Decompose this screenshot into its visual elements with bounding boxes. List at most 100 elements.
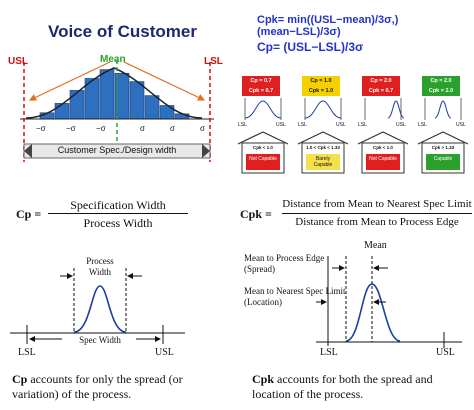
house-roof: [357, 131, 409, 145]
mini-usl-label: USL: [276, 122, 286, 128]
cp-curve: [73, 285, 127, 333]
cpk-curve: [345, 283, 401, 342]
cp-caption: Cp accounts for only the spread (or vari…: [12, 372, 222, 402]
house-status-label: Capable: [433, 156, 453, 162]
house-range-label: Cpk > 1.33: [431, 145, 455, 150]
histogram-bar: [69, 90, 85, 120]
house-status-fill: [426, 154, 460, 170]
cpk-numerator: Distance from Mean to Nearest Spec Limit: [282, 198, 472, 210]
sigma-label: σ: [200, 124, 205, 133]
badge-cpk-value: Cpk = 2.0: [428, 88, 454, 94]
mini-lsl-label: LSL: [238, 122, 247, 128]
mini-lsl-label: LSL: [418, 122, 427, 128]
sigma-label: σ: [140, 124, 145, 133]
cpk-label: Cpk =: [240, 207, 272, 221]
badge-cp-value: Cp = 2.0: [430, 78, 452, 84]
cpk-nearest-label: Mean to Nearest Spec Limit (Location): [244, 286, 346, 307]
cp-process-width-label: Process Width: [86, 256, 114, 277]
house-range-label: Cpk < 1.0: [253, 145, 273, 150]
capability-panel: Cp = 1.0 Cpk = 1.0 LSL USL 1.0 < Cpk < 1.33 B…: [294, 76, 352, 176]
house-roof: [297, 131, 349, 145]
mini-distribution: [424, 98, 462, 120]
cpk-sketch: [316, 256, 462, 348]
cp-cpk-badge: Cp = 0.7 Cpk = 0.7: [242, 76, 280, 96]
house-status-label: Not Capable: [369, 156, 397, 162]
histogram-bar: [144, 95, 160, 120]
mini-lsl-label: LSL: [298, 122, 307, 128]
badge-cp-value: Cp = 2.0: [370, 78, 392, 84]
house-status-label: Barely Capable: [313, 156, 333, 168]
cpk-denominator: Distance from Mean to Process Edge: [295, 216, 459, 228]
cp-caption-term: Cp: [12, 372, 28, 386]
voc-title: Voice of Customer: [48, 22, 197, 41]
cp-fraction-line: [48, 213, 188, 214]
histogram-bars: [39, 69, 190, 120]
sigma-label: −σ: [96, 124, 106, 133]
house-roof: [417, 131, 469, 145]
badge-cpk-value: Cpk = 0.7: [248, 88, 274, 94]
cpk-lsl-label: LSL: [320, 347, 338, 358]
house-status-fill: [246, 154, 280, 170]
mini-lsl-label: LSL: [358, 122, 367, 128]
cp-denominator: Process Width: [83, 216, 153, 230]
capability-house: [417, 131, 469, 174]
cp-spec-width-label: Spec Width: [79, 335, 121, 345]
cpk-fraction-line: [282, 213, 472, 214]
cpk-usl-label: USL: [436, 347, 455, 358]
badge-cpk-value: Cpk = 1.0: [308, 88, 334, 94]
sigma-labels: −σ −σ −σ σ σ σ: [0, 124, 240, 136]
cpk-caption: Cpk accounts for both the spread and loc…: [252, 372, 467, 402]
cp-formula: Cp= (USL−LSL)/3σ: [257, 40, 364, 54]
voc-histogram: [20, 60, 214, 162]
histogram-bar: [99, 69, 115, 120]
voc-lsl-label: USL: [8, 56, 28, 67]
capability-house: [237, 131, 289, 174]
house-status-fill: [306, 154, 340, 170]
spread-arrow-right: [123, 61, 206, 101]
house-roof: [237, 131, 289, 145]
capability-panel: Cp = 0.7 Cpk = 0.7 LSL USL Cpk < 1.0 Not Capa…: [234, 76, 292, 176]
mini-usl-label: USL: [336, 122, 346, 128]
cp-lsl-label: LSL: [18, 347, 36, 358]
mini-distribution: [304, 98, 342, 120]
voc-usl-label: LSL: [204, 56, 223, 67]
badge-cp-value: Cp = 0.7: [250, 78, 272, 84]
sigma-label: −σ: [36, 124, 46, 133]
spec-width-label: Customer Spec./Design width: [57, 145, 177, 155]
house-status-fill: [366, 154, 400, 170]
cp-caption-text: accounts for only the spread (or variati…: [12, 372, 183, 401]
sigma-label: −σ: [66, 124, 76, 133]
mini-usl-label: USL: [396, 122, 406, 128]
capability-panel: Cp = 2.0 Cpk = 2.0 LSL USL Cpk > 1.33 Capable: [414, 76, 472, 176]
mini-curve: [244, 100, 282, 119]
cp-label: Cp =: [16, 207, 42, 221]
cpk-mean-label: Mean: [364, 240, 387, 251]
cp-cpk-badge: Cp = 2.0 Cpk = 0.7: [362, 76, 400, 96]
capability-panels: Cp = 0.7 Cpk = 0.7 LSL USL Cpk < 1.0 Not Capa…: [234, 76, 474, 176]
mini-curve: [387, 100, 405, 119]
capability-house: [357, 131, 409, 174]
cp-sketch: [10, 268, 185, 344]
normal-curve: [25, 67, 203, 119]
histogram-bar: [129, 81, 145, 120]
cpk-caption-term: Cpk: [252, 372, 275, 386]
cp-cpk-badge: Cp = 2.0 Cpk = 2.0: [422, 76, 460, 96]
house-status-label: Not Capable: [249, 156, 277, 162]
histogram-bar: [54, 103, 70, 120]
cp-numerator: Specification Width: [70, 198, 166, 212]
house-range-label: Cpk < 1.0: [373, 145, 393, 150]
cpk-edge-label: Mean to Process Edge (Spread): [244, 253, 325, 274]
badge-cp-value: Cp = 1.0: [310, 78, 332, 84]
cp-cpk-badge: Cp = 1.0 Cpk = 1.0: [302, 76, 340, 96]
spread-arrow-left: [28, 61, 111, 101]
mini-distribution: [364, 98, 405, 120]
house-range-label: 1.0 < Cpk < 1.33: [306, 145, 340, 150]
mini-usl-label: USL: [456, 122, 466, 128]
badge-cpk-value: Cpk = 0.7: [368, 88, 394, 94]
voc-mean-label: Mean: [100, 54, 126, 65]
cpk-formula: Cpk= min((USL−mean)/3σ,)(mean−LSL)/3σ): [257, 14, 399, 38]
capability-house: [297, 131, 349, 174]
cpk-caption-text: accounts for both the spread and locatio…: [252, 372, 433, 401]
capability-panel: Cp = 2.0 Cpk = 0.7 LSL USL Cpk < 1.0 Not Capa…: [354, 76, 412, 176]
